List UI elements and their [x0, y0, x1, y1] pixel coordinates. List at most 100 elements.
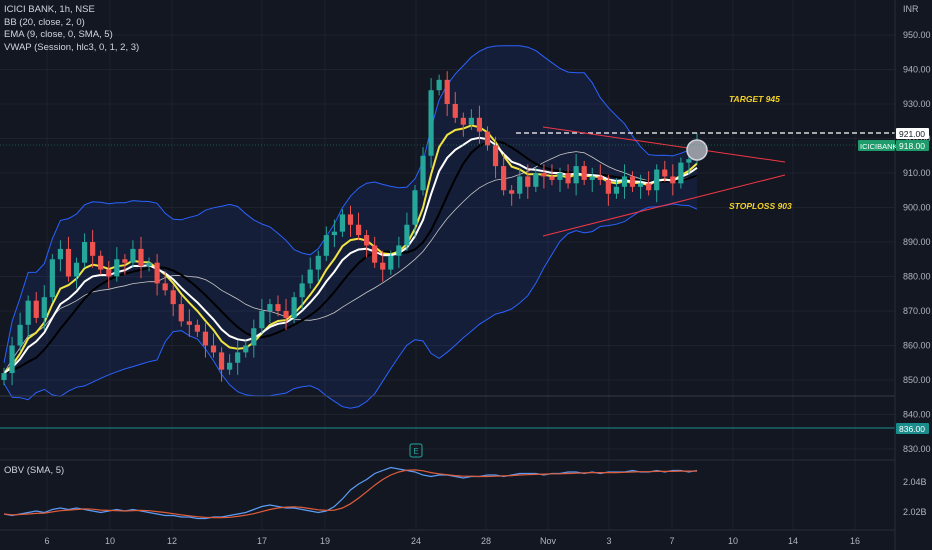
legend-bb[interactable]: BB (20, close, 2, 0) [4, 16, 85, 28]
candle-body [412, 190, 418, 225]
candle-body [41, 297, 47, 318]
candle-body [114, 259, 120, 277]
candle-body [589, 176, 595, 180]
candle-body [404, 224, 410, 246]
price-tick-label: 870.00 [903, 306, 931, 316]
candle-body [1, 373, 7, 380]
obv-tick-label: 2.02B [903, 507, 927, 517]
candle-body [460, 117, 466, 125]
price-tick-label: 940.00 [903, 65, 931, 75]
candle-body [331, 231, 337, 236]
candle-body [380, 262, 386, 270]
price-tick-label: 840.00 [903, 410, 931, 420]
currency-label: INR [903, 4, 919, 14]
bb-upper-line [3, 45, 698, 363]
candle-body [98, 255, 104, 270]
candle-body [484, 131, 491, 146]
time-axis[interactable]: 6 10 12 17 19 24 28 Nov 3 7 10 14 16 [44, 536, 860, 546]
candle-body [517, 176, 523, 194]
candle-body [307, 269, 313, 284]
candle-body [154, 262, 160, 284]
candle-body [372, 245, 378, 263]
candle-body [476, 117, 483, 132]
time-tick-label: 16 [850, 536, 860, 546]
candle-body [57, 248, 64, 260]
candle-body [33, 300, 39, 318]
candle-body [444, 79, 450, 104]
candle-body [9, 345, 15, 374]
symbol-tag [858, 140, 895, 151]
chart-legend[interactable]: ICICI BANK, 1h, NSE BB (20, close, 2, 0)… [4, 4, 139, 54]
breakout-marker[interactable] [686, 139, 708, 161]
candle-body [283, 311, 289, 318]
earnings-event-icon[interactable] [409, 443, 423, 458]
candle-body [388, 255, 394, 270]
price-tick-label: 930.00 [903, 99, 931, 109]
candle-body [138, 248, 144, 267]
price-tick-label: 910.00 [903, 168, 931, 178]
candle-body [170, 290, 176, 305]
legend-title[interactable]: ICICI BANK, 1h, NSE [4, 4, 95, 15]
obv-legend[interactable]: OBV (SMA, 5) [4, 465, 65, 476]
candle-body [17, 324, 23, 346]
candles[interactable] [1, 71, 700, 386]
candle-body [73, 262, 80, 277]
target-annotation: TARGET 945 [729, 94, 780, 104]
time-tick-label: 24 [411, 536, 421, 546]
candle-body [396, 245, 402, 256]
candle-body [323, 235, 329, 256]
candle-body [227, 362, 233, 370]
candle-body [218, 352, 225, 370]
time-tick-label: 14 [788, 536, 798, 546]
candle-body [364, 235, 370, 246]
candle-body [243, 345, 249, 353]
time-tick-label: 28 [481, 536, 491, 546]
price-tick-label: 890.00 [903, 237, 931, 247]
candle-body [420, 155, 426, 191]
candle-body [613, 186, 620, 194]
candle-body [629, 176, 636, 187]
candle-body [637, 183, 644, 187]
candle-body [130, 248, 136, 263]
lower-trendline[interactable] [542, 174, 786, 237]
indicator-lines [3, 45, 698, 409]
legend-ema[interactable]: EMA (9, close, 0, SMA, 5) [4, 29, 113, 40]
candle-body [646, 183, 652, 191]
time-tick-label: 19 [320, 536, 330, 546]
candle-body [90, 242, 96, 256]
time-tick-label: 6 [44, 536, 49, 546]
time-tick-label: 10 [728, 536, 738, 546]
time-tick-label: 12 [167, 536, 177, 546]
candle-body [541, 173, 547, 177]
price-labels: INR 921.00 ICICIBANK 918.00 836.00 [858, 4, 929, 434]
candle-body [686, 159, 692, 163]
legend-vwap[interactable]: VWAP (Session, hlc3, 0, 1, 2, 3) [4, 41, 140, 53]
candle-body [81, 242, 88, 263]
candle-body [178, 304, 184, 322]
last-price-tag [896, 140, 929, 151]
candle-body [194, 324, 200, 332]
price-tick-label: 950.00 [903, 30, 931, 40]
candle-body [202, 331, 209, 346]
drawing-overlay[interactable]: TARGET 945 STOPLOSS 903 E [0, 94, 895, 458]
level-836-text: 836.00 [899, 424, 925, 434]
candle-body [291, 297, 297, 318]
upper-trendline[interactable] [542, 126, 786, 163]
candle-body [662, 169, 668, 177]
candle-body [347, 214, 354, 225]
candle-body [251, 328, 257, 346]
candle-body [122, 259, 128, 263]
candle-body [267, 304, 273, 311]
candle-body [299, 283, 305, 298]
symbol-tag-text: ICICIBANK [860, 142, 898, 151]
candle-body [654, 169, 660, 191]
time-tick-label: 7 [669, 536, 674, 546]
candle-body [533, 173, 539, 187]
candle-body [549, 176, 555, 180]
candle-body [678, 162, 684, 184]
candle-body [621, 176, 628, 187]
last-price-text: 918.00 [899, 141, 925, 151]
vwap-line [3, 124, 698, 374]
price-tick-label: 850.00 [903, 375, 931, 385]
